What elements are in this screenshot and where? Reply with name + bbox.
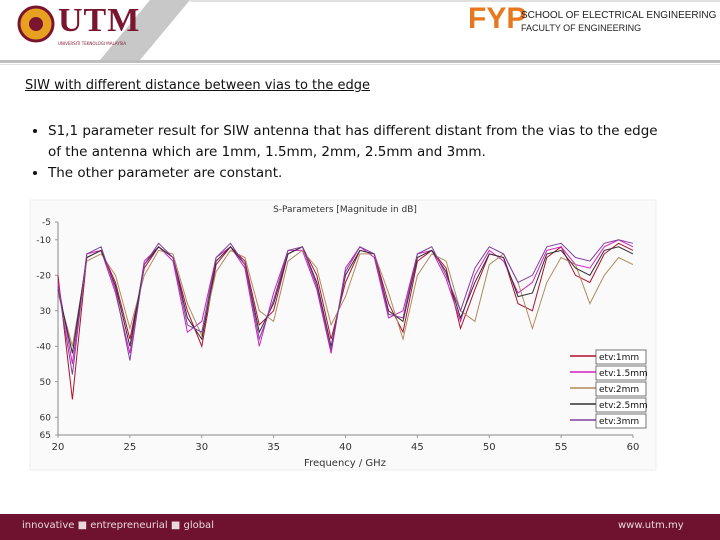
x-tick-label: 40 [339, 442, 352, 453]
legend-box [595, 349, 647, 365]
legend-box [595, 413, 647, 429]
legend-box [595, 381, 647, 397]
series-line [57, 239, 634, 375]
legend-label: etv:1.5mm [599, 369, 648, 379]
legend-label: etv:3mm [599, 417, 639, 427]
logo-subtext: UNIVERSITI TEKNOLOGI MALAYSIA [58, 41, 127, 46]
series-line [57, 239, 634, 365]
x-tick-label: 35 [267, 442, 280, 453]
legend-label: etv:2mm [599, 385, 639, 395]
y-tick-label: 65 [40, 431, 51, 441]
y-tick-label: 60 [40, 413, 52, 423]
x-tick-label: 25 [124, 442, 137, 453]
chart-background [29, 199, 657, 471]
legend-label: etv:1mm [599, 353, 639, 363]
header-rule [0, 60, 720, 63]
legend-box [595, 365, 647, 381]
x-axis-label: Frequency / GHz [304, 458, 386, 469]
y-tick-label: -5 [42, 218, 51, 228]
legend-label: etv:2.5mm [599, 401, 648, 411]
y-tick-label: 30 [40, 307, 52, 317]
header-rule [0, 64, 720, 65]
x-tick-label: 45 [411, 442, 424, 453]
chart-title: S-Parameters [Magnitude in dB] [273, 205, 417, 215]
footer-url: www.utm.my [618, 520, 684, 531]
x-tick-label: 55 [555, 442, 568, 453]
y-tick-label: 50 [40, 378, 52, 388]
series-line [57, 246, 634, 354]
series-line [57, 249, 634, 347]
faculty-name: FACULTY OF ENGINEERING [521, 23, 642, 33]
logo-text: UTM [58, 2, 141, 39]
series-line [57, 242, 634, 400]
x-tick-label: 50 [483, 442, 496, 453]
bullet-list: S1,1 parameter result for SIW antenna th… [28, 121, 668, 184]
header-stripe [100, 0, 190, 60]
y-tick-label: -10 [36, 236, 51, 246]
slide-heading: SIW with different distance between vias… [25, 78, 371, 93]
fyp-mark: FYP [468, 2, 527, 35]
school-name: SCHOOL OF ELECTRICAL ENGINEERING [521, 10, 717, 21]
y-tick-label: -40 [36, 342, 51, 352]
bullet: S1,1 parameter result for SIW antenna th… [48, 121, 668, 163]
footer-tagline: innovative ■ entrepreneurial ■ global [22, 520, 214, 531]
y-tick-label: -20 [36, 271, 51, 281]
legend-box [595, 397, 647, 413]
footer-band [0, 514, 720, 540]
logo-emblem [29, 17, 43, 31]
x-tick-label: 20 [52, 442, 65, 453]
x-tick-label: 60 [627, 442, 640, 453]
bullet: The other parameter are constant. [48, 163, 668, 184]
x-tick-label: 30 [195, 442, 208, 453]
header-edge [190, 0, 720, 2]
